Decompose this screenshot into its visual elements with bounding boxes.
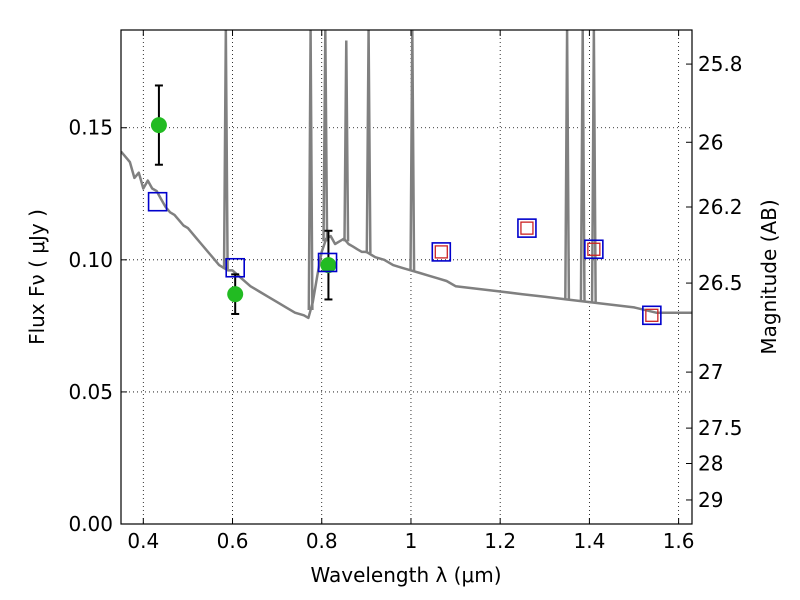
observed-point	[320, 257, 337, 274]
observed-point	[150, 117, 167, 134]
x-tick-label: 1.6	[663, 529, 695, 553]
emission-line	[322, 30, 329, 242]
emission-line	[590, 30, 597, 303]
model-photometry-point	[431, 242, 452, 262]
model-inner-square	[434, 245, 448, 259]
right-tick-label: 27.5	[698, 416, 743, 440]
emission-line	[564, 30, 571, 300]
ticks: 0.4 0.6 0.8 1 1.2 1.4 1.6 0.00 0.05 0.10 0.15 25.8 2…	[68, 30, 743, 553]
right-tick-label: 25.8	[698, 52, 743, 76]
model-inner-square	[587, 242, 601, 256]
right-tick-label: 28	[698, 452, 723, 476]
model-photometry-point	[517, 218, 537, 238]
right-tick-label: 26.2	[698, 195, 743, 219]
observed-point	[227, 286, 244, 303]
right-tick-label: 26	[698, 130, 723, 154]
right-tick-label: 27	[698, 360, 723, 384]
emission-line	[365, 30, 372, 254]
emission-line	[343, 40, 350, 242]
plot-frame	[120, 29, 693, 525]
model-photometry-point	[584, 239, 604, 260]
y-tick-label: 0.05	[68, 380, 113, 404]
emission-line	[222, 30, 229, 270]
model-photometry-point	[642, 305, 662, 326]
emission-line	[307, 30, 314, 311]
model-inner-square	[520, 221, 534, 235]
model-photometry-point	[225, 257, 245, 278]
template-sed-line	[121, 150, 692, 320]
emission-line	[579, 30, 586, 302]
y-tick-label: 0.00	[68, 512, 113, 536]
model-photometry-point	[317, 252, 338, 273]
right-axis-label: Magnitude (AB)	[757, 199, 781, 354]
y-tick-label: 0.15	[68, 116, 113, 140]
data-layer	[121, 30, 692, 326]
x-tick-label: 0.4	[127, 529, 159, 553]
model-photometry-point	[147, 191, 168, 212]
y-axis-label: Flux Fν ( μJy )	[25, 209, 49, 345]
x-axis-label: Wavelength λ (μm)	[310, 563, 501, 587]
emission-line	[409, 30, 416, 271]
model-inner-square	[645, 308, 659, 322]
x-tick-label: 0.8	[306, 529, 338, 553]
x-tick-label: 0.6	[217, 529, 249, 553]
right-tick-label: 26.5	[698, 271, 743, 295]
y-tick-label: 0.10	[68, 248, 113, 272]
x-tick-label: 1.2	[484, 529, 516, 553]
right-tick-label: 29	[698, 488, 723, 512]
grid-lines	[121, 30, 692, 525]
x-tick-label: 1	[405, 529, 418, 553]
x-tick-label: 1.4	[573, 529, 605, 553]
